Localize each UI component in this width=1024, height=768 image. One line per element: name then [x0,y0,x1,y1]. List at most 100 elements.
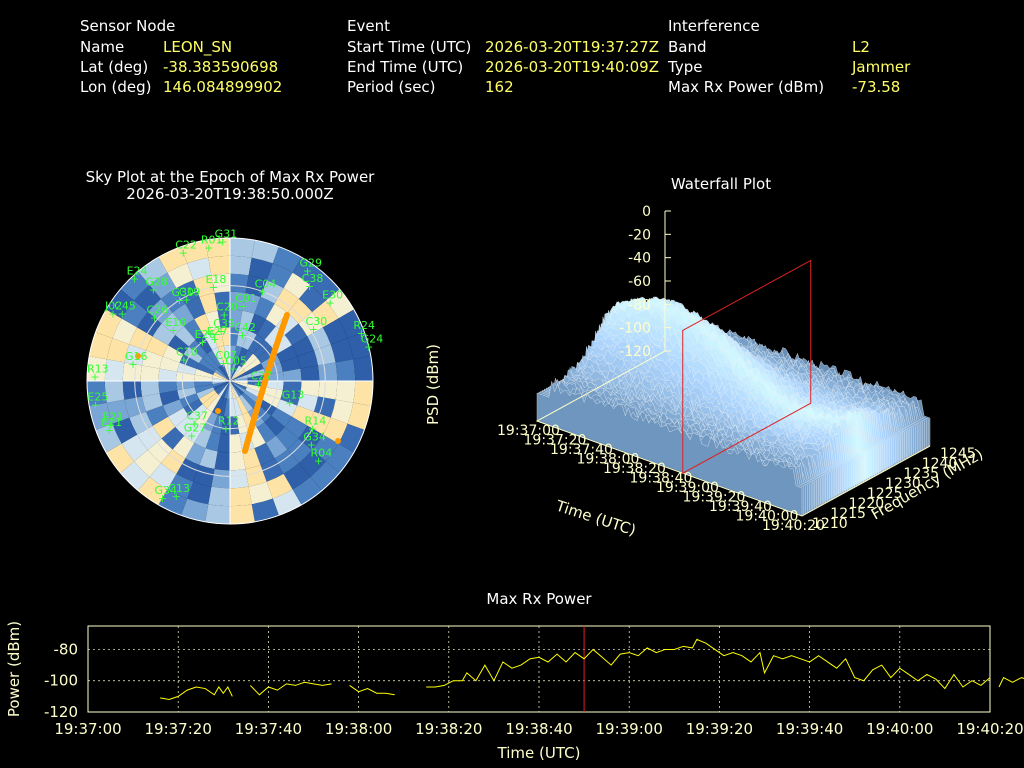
sky-sector-cell [187,257,212,281]
waterfall-ridge [664,310,931,447]
sky-sector-cell [188,339,208,359]
satellite-label: E10 [165,316,186,329]
waterfall-ridge [551,376,817,509]
sky-sector-cell [282,368,302,381]
sky-sector-cell [158,489,188,516]
sky-sector-cell [280,356,301,372]
sky-sector-cell [230,433,243,453]
sky-sector-cell [218,365,230,381]
sky-sector-cell [179,393,200,408]
sky-sector-cell [298,312,323,337]
sky-sector-cell [172,435,195,459]
sky-sector-cell [122,381,142,400]
satellite-label: E21 [103,410,124,423]
satellite-label: C04 [255,277,277,290]
satellite-label: E25 [87,391,108,404]
sky-sector-cell [287,298,313,324]
satellite-marker: + [307,439,316,452]
sky-sector-cell [260,393,281,408]
sky-sector-cell [147,438,173,464]
sky-sector-cell [230,238,255,258]
power-xtick-label: 19:39:20 [686,720,753,738]
satellite-marker: + [309,323,318,336]
sky-sector-cell [297,350,319,369]
sky-sector-cell [161,312,185,336]
sky-sector-cell [129,411,153,435]
sky-sector-cell [280,390,301,406]
power-xtick-label: 19:39:00 [596,720,663,738]
satellite-label: R01 [201,234,223,247]
sky-sector-cell [236,396,248,415]
satellite-label: E11 [101,416,122,429]
sky-sector-cell [236,328,249,348]
waterfall-ridge [542,378,808,514]
satellite-marker: + [254,377,263,390]
sky-sector-cell [195,334,213,354]
sky-sector-cell [264,415,285,436]
sky-sector-cell [124,344,147,366]
sky-sector-cell [217,345,227,365]
sky-sector-cell [245,387,264,399]
waterfall-ridge [567,354,834,500]
sky-sector-cell [275,312,299,336]
sky-sector-cell [230,469,249,489]
sky-sector-cell [112,318,138,345]
jammer-point [135,353,141,359]
satellite-label: R12 [218,414,240,427]
interference-type-label: Type [668,58,703,76]
sky-sector-cell [185,442,206,465]
satellite-label: C26 [147,304,169,317]
sky-sector-cell [185,297,206,320]
power-xtick-label: 19:37:40 [235,720,302,738]
power-series-line [160,686,233,701]
satellite-marker: + [158,492,167,505]
sky-sector-cell [263,387,283,400]
sky-sector-cell [167,473,194,499]
sky-sector-cell [199,292,218,314]
power-series-line [426,638,991,690]
satellite-label: J02 [104,299,122,312]
waterfall-z-tick-label: -60 [628,274,651,290]
sky-sector-cell [122,362,142,381]
sky-sector-cell [194,427,212,449]
waterfall-ridge [540,377,806,515]
sky-sector-cell [106,399,130,424]
sky-sector-cell [312,434,339,462]
sky-sector-cell [274,449,299,474]
sky-sector-cell [167,263,194,289]
waterfall-time-tick-label: 19:38:20 [603,461,666,477]
sky-sector-cell [176,381,195,391]
waterfall-ridge [611,298,878,476]
satellite-marker: + [209,281,218,294]
sky-sector-cell [168,335,189,355]
satellite-label: C20 [216,301,238,314]
sky-sector-cell [243,358,261,373]
waterfall-ridge [619,307,885,472]
satellite-marker: + [179,354,188,367]
sky-sector-cell [184,422,204,443]
satellite-label: C42 [234,321,256,334]
satellite-marker: + [182,294,191,307]
satellite-label: R13 [87,362,109,375]
waterfall-ridge [558,367,825,505]
sky-sector-cell [162,345,184,363]
sky-sector-cell [205,238,230,258]
sky-sector-cell [307,411,331,435]
sky-sector-cell [276,345,298,363]
interference-title: Interference [668,17,760,35]
sky-sector-cell [120,461,150,491]
sky-sector-cell [211,273,230,293]
interference-maxpower-value: -73.58 [852,78,901,96]
sky-sector-cell [242,448,261,470]
sky-sector-cell [203,330,218,351]
sky-sector-cell [194,313,212,335]
sky-sector-cell [230,381,234,399]
sky-sector-cell [230,309,243,329]
waterfall-time-tick-label: 19:39:00 [656,480,719,496]
waterfall-z-tick-label: -20 [628,227,651,243]
sky-sector-cell [287,438,313,464]
sky-sector-cell [247,374,266,381]
sky-sector-cell [216,381,230,395]
sky-sector-cell [230,381,248,385]
